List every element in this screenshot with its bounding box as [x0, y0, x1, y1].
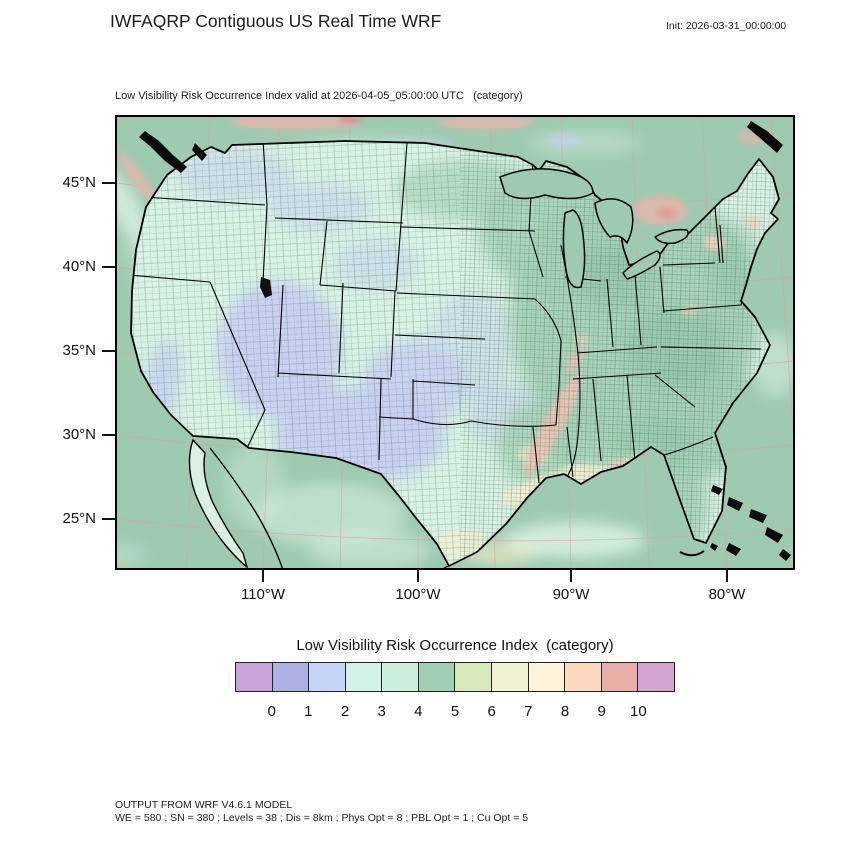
vancouver-island [139, 131, 187, 173]
model-info-footer: OUTPUT FROM WRF V4.6.1 MODEL WE = 580 ; … [115, 799, 528, 825]
non-us-coastlines [139, 121, 791, 570]
init-timestamp: Init: 2026-03-31_00:00:00 [666, 20, 787, 32]
legend-color-cell [637, 663, 674, 691]
legend-color-cell [381, 663, 418, 691]
legend-color-cell [308, 663, 345, 691]
y-tick-label: 35°N [62, 342, 96, 359]
x-tick-label: 80°W [708, 586, 746, 603]
lake-erie [622, 250, 661, 280]
great-salt-lake [260, 277, 272, 298]
us-map [115, 115, 795, 570]
x-tick-label: 110°W [240, 586, 286, 603]
legend-color-cell [417, 663, 455, 691]
mexico-west-coast [209, 447, 284, 570]
y-tick-label: 40°N [62, 258, 96, 275]
legend-tick-label: 4 [414, 703, 423, 720]
legend-tick-labels: 0 1 2 3 4 5 6 7 8 9 10 [235, 703, 675, 723]
y-tick-mark [102, 518, 115, 520]
legend-color-cell [236, 663, 272, 691]
legend-tick-label: 8 [560, 703, 570, 720]
legend-title: Low Visibility Risk Occurrence Index (ca… [296, 637, 614, 654]
y-tick-mark [102, 266, 115, 268]
legend-tick-label: 7 [524, 703, 533, 720]
x-tick-label: 90°W [552, 586, 590, 603]
legend-color-cell [344, 663, 382, 691]
map-subtitle: Low Visibility Risk Occurrence Index val… [115, 90, 523, 102]
legend-tick-label: 6 [487, 703, 496, 720]
x-tick-mark [726, 570, 728, 582]
x-tick-mark [570, 570, 572, 582]
nova-scotia [747, 121, 783, 153]
lake-michigan [562, 209, 586, 289]
page-title: IWFAQRP Contiguous US Real Time WRF [110, 11, 442, 31]
x-tick-label: 100°W [395, 586, 441, 603]
map-canvas [115, 115, 795, 570]
legend-color-cell [454, 663, 492, 691]
legend-tick-label: 3 [377, 703, 386, 720]
legend-tick-label: 10 [629, 703, 647, 720]
legend-color-cell [600, 663, 638, 691]
legend-color-cell [527, 663, 565, 691]
legend-tick-label: 1 [304, 703, 313, 720]
footer-line2: WE = 580 ; SN = 380 ; Levels = 38 ; Dis … [115, 812, 529, 824]
legend-color-cell [271, 663, 309, 691]
y-tick-mark [102, 434, 115, 436]
lake-superior [499, 168, 594, 200]
map-border [115, 115, 795, 570]
lake-ontario [654, 228, 689, 245]
legend-colorbar [235, 662, 675, 692]
legend-tick-label: 5 [450, 703, 460, 720]
legend-color-cell [564, 663, 601, 691]
footer-line1: OUTPUT FROM WRF V4.6.1 MODEL [115, 799, 293, 811]
x-tick-mark [417, 570, 419, 582]
lake-huron [594, 198, 634, 244]
great-lakes [499, 168, 689, 289]
state-boundaries [131, 141, 762, 484]
legend-tick-label: 9 [597, 703, 606, 720]
x-tick-mark [262, 570, 264, 582]
y-tick-label: 45°N [62, 174, 96, 191]
baja-california [188, 438, 249, 569]
bahamas-islands [710, 485, 791, 561]
y-tick-mark [102, 182, 115, 184]
y-tick-label: 25°N [62, 510, 96, 527]
y-tick-label: 30°N [62, 426, 96, 443]
legend-color-cell [491, 663, 528, 691]
legend-tick-label: 0 [267, 703, 276, 720]
y-tick-mark [102, 350, 115, 352]
legend-tick-label: 2 [340, 703, 350, 720]
florida-keys [679, 550, 705, 557]
